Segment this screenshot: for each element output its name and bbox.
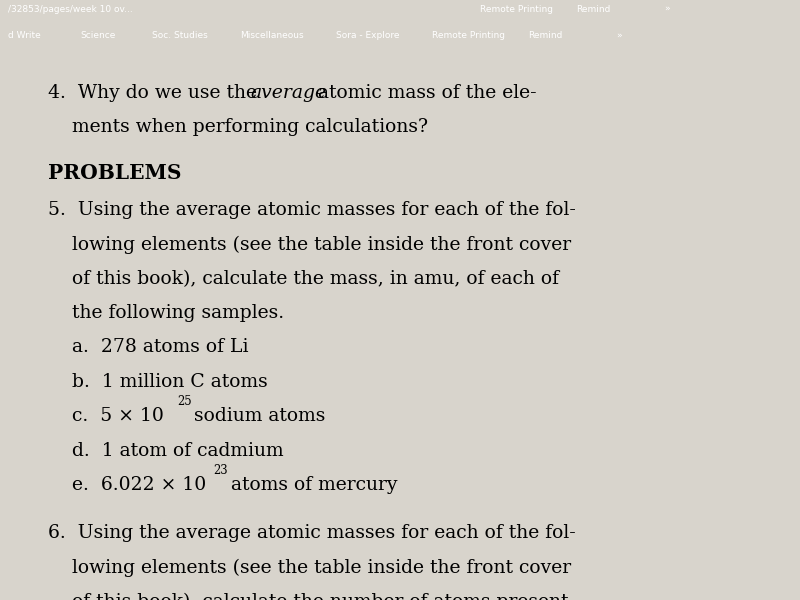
Text: lowing elements (see the table inside the front cover: lowing elements (see the table inside th… xyxy=(48,235,571,254)
Text: of this book), calculate the number of atoms present: of this book), calculate the number of a… xyxy=(48,593,569,600)
Text: 23: 23 xyxy=(214,464,228,477)
Text: a.  278 atoms of Li: a. 278 atoms of Li xyxy=(48,338,249,356)
Text: the following samples.: the following samples. xyxy=(48,304,284,322)
Text: Remind: Remind xyxy=(528,31,562,40)
Text: atoms of mercury: atoms of mercury xyxy=(225,476,398,494)
Text: Science: Science xyxy=(80,31,115,40)
Text: average: average xyxy=(250,84,326,102)
Text: Soc. Studies: Soc. Studies xyxy=(152,31,208,40)
Text: e.  6.022 × 10: e. 6.022 × 10 xyxy=(48,476,206,494)
Text: 25: 25 xyxy=(177,395,191,408)
Text: 4.  Why do we use the: 4. Why do we use the xyxy=(48,84,263,102)
Text: sodium atoms: sodium atoms xyxy=(188,407,326,425)
Text: Sora - Explore: Sora - Explore xyxy=(336,31,399,40)
Text: c.  5 × 10: c. 5 × 10 xyxy=(48,407,164,425)
Text: Miscellaneous: Miscellaneous xyxy=(240,31,304,40)
Text: ments when performing calculations?: ments when performing calculations? xyxy=(48,118,428,136)
Text: d.  1 atom of cadmium: d. 1 atom of cadmium xyxy=(48,442,284,460)
Text: »: » xyxy=(664,4,670,13)
Text: Remote Printing: Remote Printing xyxy=(432,31,505,40)
Text: b.  1 million C atoms: b. 1 million C atoms xyxy=(48,373,268,391)
Text: of this book), calculate the mass, in amu, of each of: of this book), calculate the mass, in am… xyxy=(48,269,559,287)
Text: atomic mass of the ele-: atomic mass of the ele- xyxy=(311,84,536,102)
Text: Remote Printing: Remote Printing xyxy=(480,4,553,13)
Text: 6.  Using the average atomic masses for each of the fol-: 6. Using the average atomic masses for e… xyxy=(48,524,576,542)
Text: PROBLEMS: PROBLEMS xyxy=(48,163,182,183)
Text: 5.  Using the average atomic masses for each of the fol-: 5. Using the average atomic masses for e… xyxy=(48,201,576,219)
Text: »: » xyxy=(616,31,622,40)
Text: /32853/pages/week 10 ov...: /32853/pages/week 10 ov... xyxy=(8,4,133,13)
Text: lowing elements (see the table inside the front cover: lowing elements (see the table inside th… xyxy=(48,559,571,577)
Text: Remind: Remind xyxy=(576,4,610,13)
Text: d Write: d Write xyxy=(8,31,41,40)
